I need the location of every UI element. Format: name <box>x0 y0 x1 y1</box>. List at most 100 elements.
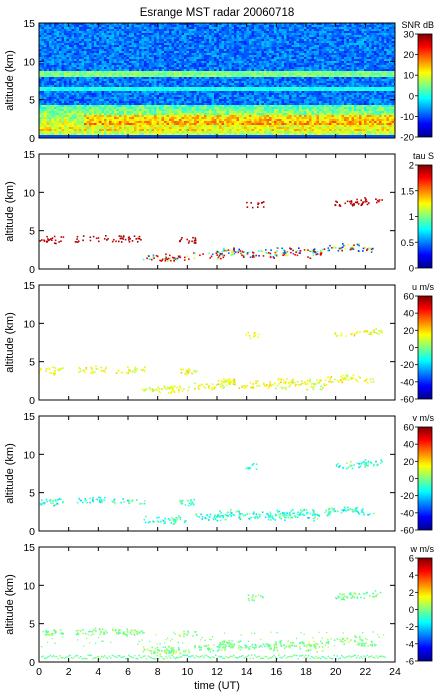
snr-cell <box>219 39 222 42</box>
snr-cell <box>81 37 85 40</box>
snr-cell <box>171 119 175 122</box>
snr-cell <box>229 55 232 58</box>
snr-cell <box>184 109 187 112</box>
snr-cell <box>221 101 225 104</box>
snr-cell <box>131 31 135 34</box>
snr-cell <box>206 45 210 48</box>
snr-cell <box>191 93 195 96</box>
snr-cell <box>231 135 235 138</box>
snr-cell <box>134 23 137 26</box>
snr-cell <box>199 131 202 134</box>
snr-cell <box>106 109 110 112</box>
snr-cell <box>214 47 217 50</box>
snr-cell <box>79 85 82 88</box>
snr-cell <box>179 43 182 46</box>
snr-cell <box>114 81 117 84</box>
snr-cell <box>61 49 65 52</box>
snr-cell <box>54 121 57 124</box>
snr-cell <box>126 125 130 128</box>
snr-cell <box>56 89 60 92</box>
snr-cell <box>41 129 45 132</box>
snr-cell <box>246 57 250 60</box>
snr-cell <box>139 57 142 60</box>
snr-cell <box>71 43 75 46</box>
snr-cell <box>191 35 195 38</box>
snr-cell <box>84 79 87 82</box>
snr-cell <box>194 75 197 78</box>
snr-cell <box>111 63 115 66</box>
snr-cell <box>174 79 177 82</box>
snr-cell <box>116 51 120 54</box>
snr-cell <box>96 47 100 50</box>
snr-cell <box>194 35 197 38</box>
snr-cell <box>201 27 205 30</box>
snr-cell <box>221 103 225 106</box>
snr-cell <box>241 69 245 72</box>
snr-cell <box>101 133 105 136</box>
snr-cell <box>199 55 202 58</box>
snr-cell <box>164 97 167 100</box>
snr-cell <box>161 83 165 86</box>
snr-cell <box>191 125 195 128</box>
snr-cell <box>91 95 95 98</box>
snr-cell <box>136 119 140 122</box>
snr-cell <box>249 29 252 32</box>
snr-cell <box>199 127 202 130</box>
snr-cell <box>196 33 200 36</box>
snr-cell <box>69 83 72 86</box>
snr-cell <box>76 111 80 114</box>
snr-cell <box>134 133 137 136</box>
snr-cell <box>46 115 50 118</box>
snr-cell <box>104 109 107 112</box>
snr-cell <box>59 131 62 134</box>
snr-cell <box>146 71 150 74</box>
snr-cell <box>166 83 170 86</box>
snr-cell <box>59 49 62 52</box>
snr-cell <box>236 53 240 56</box>
snr-cell <box>156 65 160 68</box>
snr-cell <box>54 49 57 52</box>
snr-cell <box>124 131 127 134</box>
snr-cell <box>226 85 230 88</box>
snr-cell <box>41 85 45 88</box>
snr-cell <box>164 33 167 36</box>
snr-cell <box>171 35 175 38</box>
snr-cell <box>91 75 95 78</box>
snr-cell <box>186 27 190 30</box>
snr-cell <box>231 109 235 112</box>
snr-cell <box>159 85 162 88</box>
snr-cell <box>89 81 92 84</box>
snr-cell <box>241 29 245 32</box>
snr-cell <box>44 105 47 108</box>
snr-cell <box>216 65 220 68</box>
snr-cell <box>54 51 57 54</box>
snr-cell <box>229 117 232 120</box>
snr-cell <box>64 115 67 118</box>
snr-cell <box>51 27 55 30</box>
snr-cell <box>96 53 100 56</box>
snr-cell <box>109 135 112 138</box>
snr-cell <box>204 105 207 108</box>
snr-cell <box>121 97 125 100</box>
snr-cell <box>81 63 85 66</box>
snr-cell <box>164 119 167 122</box>
snr-cell <box>59 117 62 120</box>
snr-cell <box>199 35 202 38</box>
snr-cell <box>196 127 200 130</box>
snr-cell <box>239 23 242 26</box>
snr-cell <box>94 87 97 90</box>
snr-cell <box>126 87 130 90</box>
snr-cell <box>171 49 175 52</box>
snr-cell <box>146 107 150 110</box>
snr-cell <box>124 57 127 60</box>
snr-cell <box>96 113 100 116</box>
snr-cell <box>159 95 162 98</box>
snr-cell <box>116 125 120 128</box>
snr-cell <box>129 115 132 118</box>
snr-cell <box>41 125 45 128</box>
snr-cell <box>181 77 185 80</box>
snr-cell <box>186 35 190 38</box>
snr-cell <box>69 121 72 124</box>
snr-cell <box>91 43 95 46</box>
snr-cell <box>66 133 70 136</box>
